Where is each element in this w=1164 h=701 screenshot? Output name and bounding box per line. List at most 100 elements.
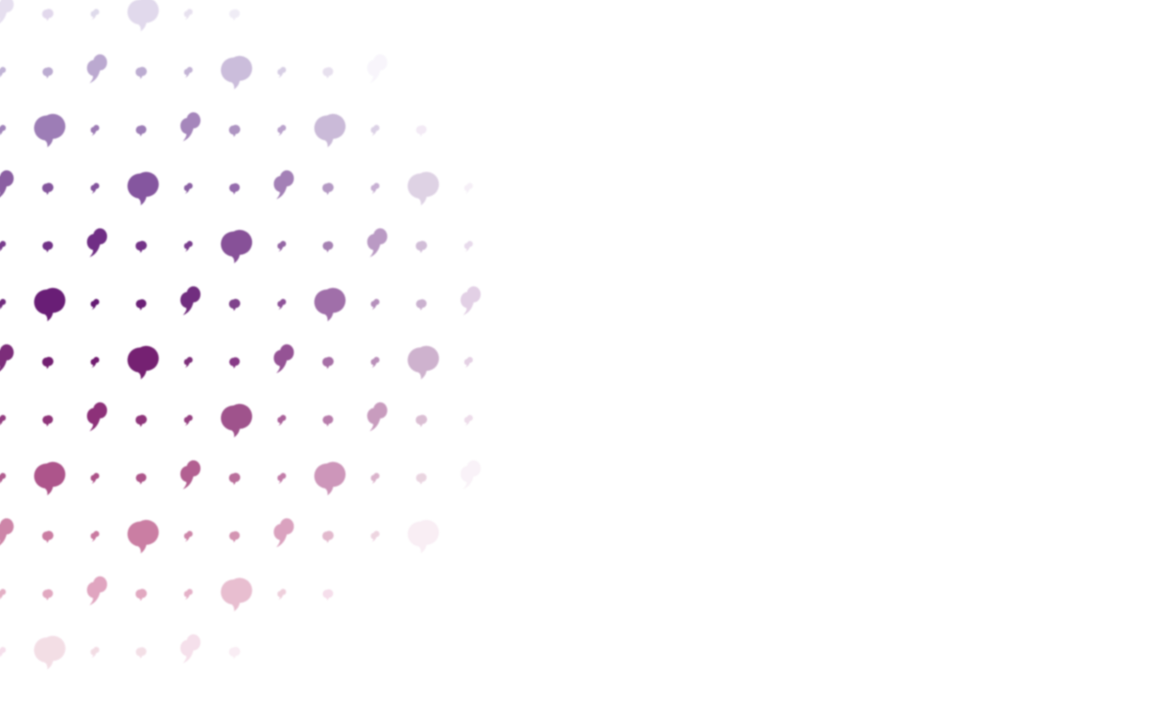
quote-dot xyxy=(228,124,241,137)
quote-dot xyxy=(0,414,6,425)
quote-mark xyxy=(273,170,294,200)
speech-bubble xyxy=(407,519,439,554)
quote-dot xyxy=(228,472,241,485)
speech-bubble xyxy=(314,461,346,496)
quote-dot xyxy=(184,530,193,542)
quote-dot xyxy=(90,356,100,368)
quote-dot xyxy=(322,415,334,427)
quote-dot xyxy=(135,588,147,601)
quote-mark xyxy=(0,518,14,546)
quote-dot xyxy=(42,67,53,79)
speech-bubble xyxy=(407,171,439,206)
speech-bubble xyxy=(220,577,253,612)
quote-mark xyxy=(0,344,14,372)
quote-dot xyxy=(277,66,287,78)
speech-bubble xyxy=(127,0,159,32)
speech-bubble xyxy=(314,113,346,148)
quote-dot xyxy=(184,66,193,78)
quote-dot xyxy=(90,8,100,20)
speech-bubble xyxy=(220,403,253,438)
quote-dot xyxy=(0,66,6,77)
quote-mark xyxy=(0,170,14,198)
quote-dot xyxy=(322,356,334,369)
quote-mark xyxy=(180,112,201,142)
quote-dot xyxy=(90,124,100,136)
quote-dot xyxy=(277,588,287,600)
quote-dot xyxy=(0,588,6,599)
quote-dot xyxy=(90,646,100,658)
quote-mark xyxy=(86,402,108,432)
quote-dot xyxy=(370,124,380,136)
quote-dot xyxy=(42,182,54,195)
quote-dot xyxy=(90,182,100,194)
quote-dot xyxy=(229,531,240,543)
quote-dot xyxy=(0,646,6,657)
quote-dot xyxy=(415,240,428,253)
quote-dot xyxy=(184,240,193,252)
quote-dot xyxy=(416,473,427,485)
speech-bubble xyxy=(34,113,66,148)
quote-dot xyxy=(135,66,147,79)
quote-dot xyxy=(277,124,287,136)
quote-dot xyxy=(184,588,193,600)
quote-dot xyxy=(0,124,6,135)
quote-mark xyxy=(460,286,481,316)
quote-dot xyxy=(184,182,193,194)
quote-mark xyxy=(86,228,108,258)
quote-dot xyxy=(90,298,100,310)
quote-dot xyxy=(42,241,53,253)
speech-bubble xyxy=(127,345,159,380)
quote-dot xyxy=(42,589,53,601)
quote-mark xyxy=(273,344,294,374)
quote-dot xyxy=(135,125,147,137)
quote-dot xyxy=(0,240,6,251)
speech-bubble xyxy=(407,345,439,380)
quote-mark xyxy=(367,54,388,84)
speech-bubble xyxy=(34,461,66,496)
quote-dot xyxy=(322,241,334,253)
quote-dot xyxy=(135,299,147,311)
quote-dot xyxy=(416,299,427,311)
quote-dot xyxy=(370,182,380,194)
quote-dot xyxy=(228,298,241,311)
quote-dot xyxy=(228,646,241,659)
quote-dot xyxy=(277,472,287,484)
quote-dot xyxy=(415,414,428,427)
quote-dot xyxy=(322,182,334,195)
quote-mark xyxy=(273,518,294,548)
quote-dot xyxy=(229,183,240,195)
quote-dot xyxy=(184,8,193,20)
speech-bubble xyxy=(220,55,253,90)
quote-dot xyxy=(90,530,100,542)
quote-dot xyxy=(464,414,473,426)
quote-dot xyxy=(0,298,6,309)
quote-dot xyxy=(370,530,380,542)
quote-mark xyxy=(180,286,201,316)
quote-mark xyxy=(86,576,108,606)
quote-mark xyxy=(0,0,14,24)
quote-mark xyxy=(180,460,201,490)
quote-dot xyxy=(0,472,6,483)
quote-dot xyxy=(370,298,380,310)
quote-dot xyxy=(416,125,427,137)
speech-bubble xyxy=(220,229,253,264)
quote-dot xyxy=(135,414,147,427)
quote-dot xyxy=(322,530,334,543)
quote-mark xyxy=(460,460,481,490)
quote-dot xyxy=(277,240,287,252)
speech-bubble xyxy=(314,287,346,322)
quote-dot xyxy=(464,356,473,368)
quote-mark xyxy=(86,54,108,84)
quote-dot xyxy=(42,356,54,369)
quote-dot xyxy=(464,240,473,252)
quote-dot xyxy=(184,414,193,426)
quote-mark xyxy=(367,402,388,432)
quote-dot xyxy=(42,415,53,427)
quote-dot xyxy=(370,356,380,368)
quote-mark xyxy=(180,634,201,664)
quote-dot xyxy=(135,240,147,253)
quote-dot xyxy=(184,356,193,368)
